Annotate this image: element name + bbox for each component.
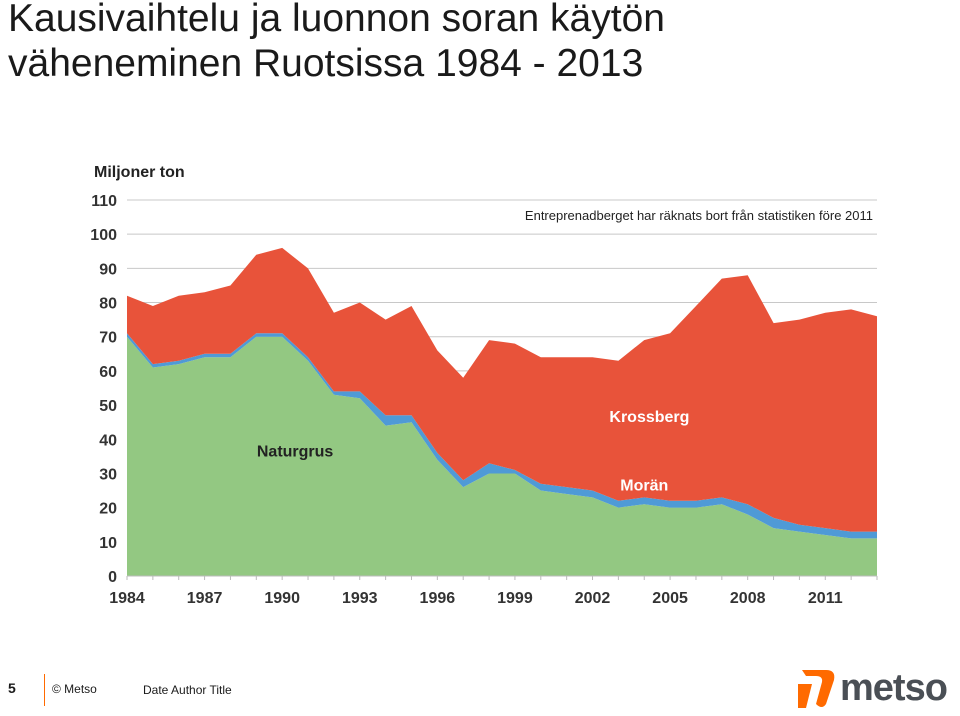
footer-meta: Date Author Title: [143, 683, 232, 697]
chart-annotation: Entreprenadberget har räknats bort från …: [525, 208, 873, 223]
slide-title-line2: väheneminen Ruotsissa 1984 - 2013: [8, 42, 644, 85]
footer-divider: [44, 674, 45, 706]
y-tick-label: 90: [99, 261, 117, 278]
x-tick-label: 1993: [342, 590, 378, 607]
y-tick-label: 100: [90, 227, 117, 244]
footer-copyright: © Metso: [52, 682, 97, 696]
area-naturgrus: [127, 336, 877, 576]
metso-logo: metso: [796, 664, 956, 712]
stacked-area-chart: 0 10 20 30 40 50 60 70 80 90 100 110 1984 1987 1990 199…: [90, 164, 878, 607]
axes: 0 10 20 30 40 50 60 70 80 90 100 110 1984 1987 1990 199…: [90, 193, 878, 607]
area-krossberg: [127, 247, 877, 532]
metso-logo-icon: [798, 670, 835, 708]
y-tick-label: 30: [99, 466, 117, 483]
x-tick-label: 1987: [187, 590, 223, 607]
x-tick-label: 1999: [497, 590, 533, 607]
page-number: 5: [8, 680, 16, 696]
y-tick-label: 80: [99, 296, 117, 313]
metso-logo-text: metso: [840, 667, 948, 709]
y-axis-label: Miljoner ton: [94, 164, 185, 181]
x-tick-label: 2005: [652, 590, 688, 607]
slide-title: Kausivaihtelu ja luonnon soran käytön vä…: [8, 0, 948, 86]
y-tick-label: 40: [99, 432, 117, 449]
x-tick-label: 2011: [808, 590, 843, 607]
x-tick-label: 1990: [264, 590, 300, 607]
x-tick-label: 1996: [420, 590, 456, 607]
x-tick-label: 2002: [575, 590, 611, 607]
y-tick-label: 110: [91, 193, 117, 210]
series-label-naturgrus: Naturgrus: [257, 443, 334, 460]
x-tick-label: 1984: [109, 590, 145, 607]
series-label-krossberg: Krossberg: [609, 409, 689, 426]
y-tick-label: 60: [99, 364, 117, 381]
y-tick-label: 20: [99, 501, 117, 518]
y-tick-label: 50: [99, 398, 117, 415]
x-tick-label: 2008: [730, 590, 766, 607]
y-tick-label: 10: [99, 535, 117, 552]
slide-title-line1: Kausivaihtelu ja luonnon soran käytön: [8, 0, 665, 40]
y-tick-label: 70: [99, 330, 117, 347]
series-labels: Naturgrus Krossberg Morän: [257, 409, 690, 494]
y-tick-label: 0: [108, 569, 117, 586]
area-series: [127, 247, 877, 576]
series-label-mor-n: Morän: [620, 478, 668, 495]
